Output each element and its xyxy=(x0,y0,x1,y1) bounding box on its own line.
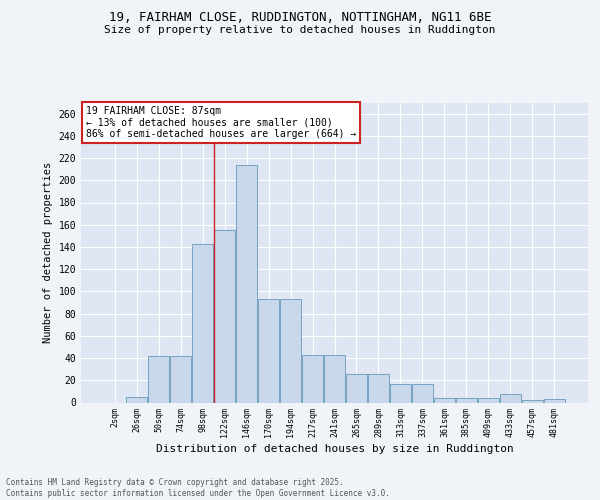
Bar xyxy=(236,164,257,402)
Bar xyxy=(302,354,323,403)
Bar xyxy=(346,374,367,402)
Bar xyxy=(478,398,499,402)
Bar xyxy=(390,384,411,402)
Text: Size of property relative to detached houses in Ruddington: Size of property relative to detached ho… xyxy=(104,25,496,35)
Bar xyxy=(192,244,213,402)
Bar xyxy=(521,400,543,402)
Bar xyxy=(280,299,301,403)
Bar xyxy=(148,356,169,403)
Bar xyxy=(126,397,148,402)
Bar xyxy=(170,356,191,403)
Bar xyxy=(456,398,477,402)
Bar xyxy=(258,299,279,403)
Text: 19 FAIRHAM CLOSE: 87sqm
← 13% of detached houses are smaller (100)
86% of semi-d: 19 FAIRHAM CLOSE: 87sqm ← 13% of detache… xyxy=(86,106,356,138)
Bar xyxy=(434,398,455,402)
Bar xyxy=(412,384,433,402)
Bar xyxy=(368,374,389,402)
Bar xyxy=(324,354,345,403)
Bar xyxy=(500,394,521,402)
Text: 19, FAIRHAM CLOSE, RUDDINGTON, NOTTINGHAM, NG11 6BE: 19, FAIRHAM CLOSE, RUDDINGTON, NOTTINGHA… xyxy=(109,11,491,24)
Bar xyxy=(214,230,235,402)
Text: Contains HM Land Registry data © Crown copyright and database right 2025.
Contai: Contains HM Land Registry data © Crown c… xyxy=(6,478,390,498)
X-axis label: Distribution of detached houses by size in Ruddington: Distribution of detached houses by size … xyxy=(155,444,514,454)
Bar xyxy=(544,399,565,402)
Y-axis label: Number of detached properties: Number of detached properties xyxy=(43,162,53,343)
